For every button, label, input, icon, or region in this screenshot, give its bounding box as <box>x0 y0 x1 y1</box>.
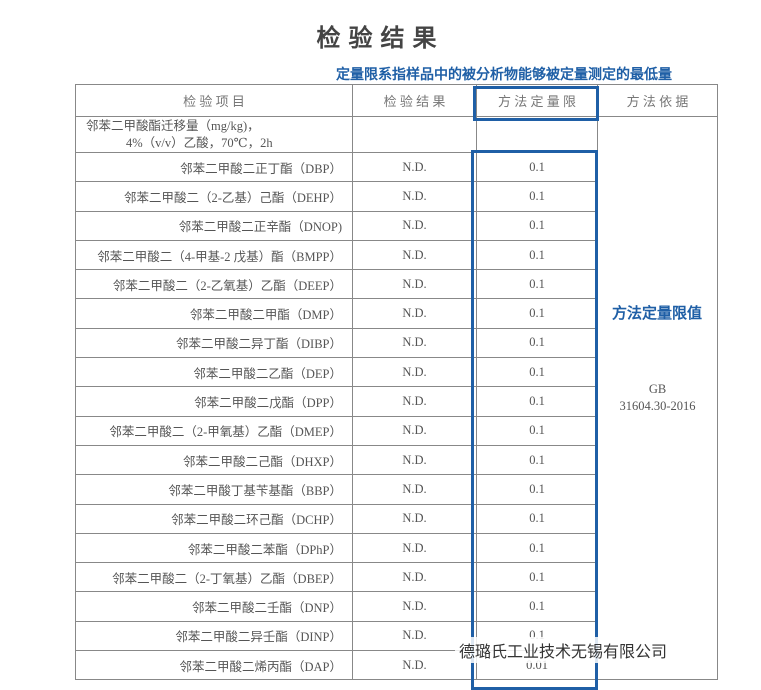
limit-cell: 0.1 <box>476 357 598 388</box>
limit-cell: 0.1 <box>476 327 598 359</box>
item-cell: 邻苯二甲酸二环己酯（DCHP） <box>75 503 353 534</box>
item-cell: 邻苯二甲酸二正辛酯（DNOP) <box>75 210 353 241</box>
limit-cell: 0.1 <box>476 386 598 417</box>
result-cell: N.D. <box>352 474 477 505</box>
group-row: 邻苯二甲酸酯迁移量（mg/kg)， 4%（v/v）乙酸，70℃，2h GB 31… <box>75 115 718 681</box>
result-cell: N.D. <box>352 444 477 476</box>
limit-cell: 0.1 <box>476 532 598 564</box>
data-row: 邻苯二甲酸二（4-甲基-2 戊基）酯（BMPP） N.D. 0.1 <box>75 239 718 271</box>
limit-cell: 0.1 <box>476 474 598 505</box>
item-cell: 邻苯二甲酸二烯丙酯（DAP） <box>75 650 353 681</box>
item-cell: 邻苯二甲酸二戊酯（DPP） <box>75 386 353 417</box>
result-cell: N.D. <box>352 386 477 417</box>
item-cell: 邻苯二甲酸二乙酯（DEP） <box>75 357 353 388</box>
item-cell: 邻苯二甲酸二甲酯（DMP） <box>75 298 353 329</box>
data-row: 邻苯二甲酸二正辛酯（DNOP) N.D. 0.1 <box>75 210 718 241</box>
data-row: 邻苯二甲酸二甲酯（DMP） N.D. 0.1 <box>75 298 718 329</box>
header-cell: 方 法 依 据 <box>597 84 718 117</box>
data-row: 邻苯二甲酸二环己酯（DCHP） N.D. 0.1 <box>75 503 718 534</box>
limit-cell: 0.1 <box>476 181 598 212</box>
item-cell: 邻苯二甲酸二（4-甲基-2 戊基）酯（BMPP） <box>75 239 353 271</box>
result-cell: N.D. <box>352 503 477 534</box>
header-cell: 方 法 定 量 限 <box>476 84 598 117</box>
result-cell: N.D. <box>352 210 477 241</box>
note-top: 定量限系指样品中的被分析物能够被定量测定的最低量 <box>336 67 672 83</box>
note-side: 方法定量限值 <box>612 304 703 322</box>
result-cell: N.D. <box>352 269 477 300</box>
highlight-box <box>473 86 599 121</box>
basis-line: 31604.30-2016 <box>619 399 696 414</box>
data-row: 邻苯二甲酸二乙酯（DEP） N.D. 0.1 <box>75 357 718 388</box>
data-row: 邻苯二甲酸丁基苄基酯（BBP） N.D. 0.1 <box>75 474 718 505</box>
group-line: 4%（v/v）乙酸，70℃，2h <box>126 135 273 150</box>
result-cell: N.D. <box>352 591 477 622</box>
item-cell: 邻苯二甲酸二己酯（DHXP） <box>75 444 353 476</box>
limit-cell: 0.1 <box>476 298 598 329</box>
item-cell: 邻苯二甲酸二异丁酯（DIBP） <box>75 327 353 359</box>
result-cell: N.D. <box>352 415 477 446</box>
table-body: 邻苯二甲酸酯迁移量（mg/kg)， 4%（v/v）乙酸，70℃，2h GB 31… <box>75 115 718 681</box>
result-cell: N.D. <box>352 181 477 212</box>
empty-cell <box>476 116 598 153</box>
result-cell: N.D. <box>352 357 477 388</box>
group-line: 邻苯二甲酸酯迁移量（mg/kg)， <box>86 118 260 133</box>
data-row: 邻苯二甲酸二正丁酯（DBP） N.D. 0.1 <box>75 151 718 183</box>
result-cell: N.D. <box>352 239 477 271</box>
item-cell: 邻苯二甲酸二（2-甲氧基）乙酯（DMEP） <box>75 415 353 446</box>
data-row: 邻苯二甲酸二（2-丁氧基）乙酯（DBEP） N.D. 0.1 <box>75 562 718 593</box>
result-cell: N.D. <box>352 151 477 183</box>
basis-line: GB <box>648 382 667 397</box>
group-cell: 邻苯二甲酸酯迁移量（mg/kg)， 4%（v/v）乙酸，70℃，2h <box>75 116 353 153</box>
item-cell: 邻苯二甲酸二异壬酯（DINP） <box>75 620 353 652</box>
data-row: 邻苯二甲酸二（2-甲氧基）乙酯（DMEP） N.D. 0.1 <box>75 415 718 446</box>
header-cell: 检 验 项 目 <box>75 84 353 117</box>
data-row: 邻苯二甲酸二苯酯（DPhP） N.D. 0.1 <box>75 532 718 564</box>
result-cell: N.D. <box>352 532 477 564</box>
limit-cell: 0.1 <box>476 444 598 476</box>
data-row: 邻苯二甲酸二异丁酯（DIBP） N.D. 0.1 <box>75 327 718 359</box>
basis-cell: GB 31604.30-2016 <box>597 115 718 681</box>
header-cell: 检 验 结 果 <box>352 84 477 117</box>
result-cell: N.D. <box>352 562 477 593</box>
limit-cell: 0.1 <box>476 239 598 271</box>
limit-cell: 0.1 <box>476 415 598 446</box>
result-table: 检 验 项 目 检 验 结 果 方 法 定 量 限 方 法 依 据 邻苯二甲酸酯… <box>75 84 718 681</box>
data-row: 邻苯二甲酸二戊酯（DPP） N.D. 0.1 <box>75 386 718 417</box>
watermark: 德璐氏工业技术无锡有限公司 <box>455 637 672 663</box>
item-cell: 邻苯二甲酸二苯酯（DPhP） <box>75 532 353 564</box>
header-row: 检 验 项 目 检 验 结 果 方 法 定 量 限 方 法 依 据 <box>75 84 718 117</box>
limit-cell: 0.1 <box>476 503 598 534</box>
result-cell: N.D. <box>352 327 477 359</box>
highlight-box <box>471 150 598 690</box>
item-cell: 邻苯二甲酸二壬酯（DNP） <box>75 591 353 622</box>
title: 检验结果 <box>316 26 445 52</box>
result-cell: N.D. <box>352 298 477 329</box>
limit-cell: 0.1 <box>476 269 598 300</box>
data-row: 邻苯二甲酸二己酯（DHXP） N.D. 0.1 <box>75 444 718 476</box>
item-cell: 邻苯二甲酸二（2-乙氧基）乙酯（DEEP） <box>75 269 353 300</box>
data-row: 邻苯二甲酸二（2-乙基）己酯（DEHP） N.D. 0.1 <box>75 181 718 212</box>
data-row: 邻苯二甲酸二（2-乙氧基）乙酯（DEEP） N.D. 0.1 <box>75 269 718 300</box>
limit-cell: 0.1 <box>476 151 598 183</box>
empty-cell <box>352 116 477 153</box>
item-cell: 邻苯二甲酸二正丁酯（DBP） <box>75 151 353 183</box>
item-cell: 邻苯二甲酸丁基苄基酯（BBP） <box>75 474 353 505</box>
item-cell: 邻苯二甲酸二（2-乙基）己酯（DEHP） <box>75 181 353 212</box>
limit-cell: 0.1 <box>476 210 598 241</box>
item-cell: 邻苯二甲酸二（2-丁氧基）乙酯（DBEP） <box>75 562 353 593</box>
result-cell: N.D. <box>352 650 477 681</box>
